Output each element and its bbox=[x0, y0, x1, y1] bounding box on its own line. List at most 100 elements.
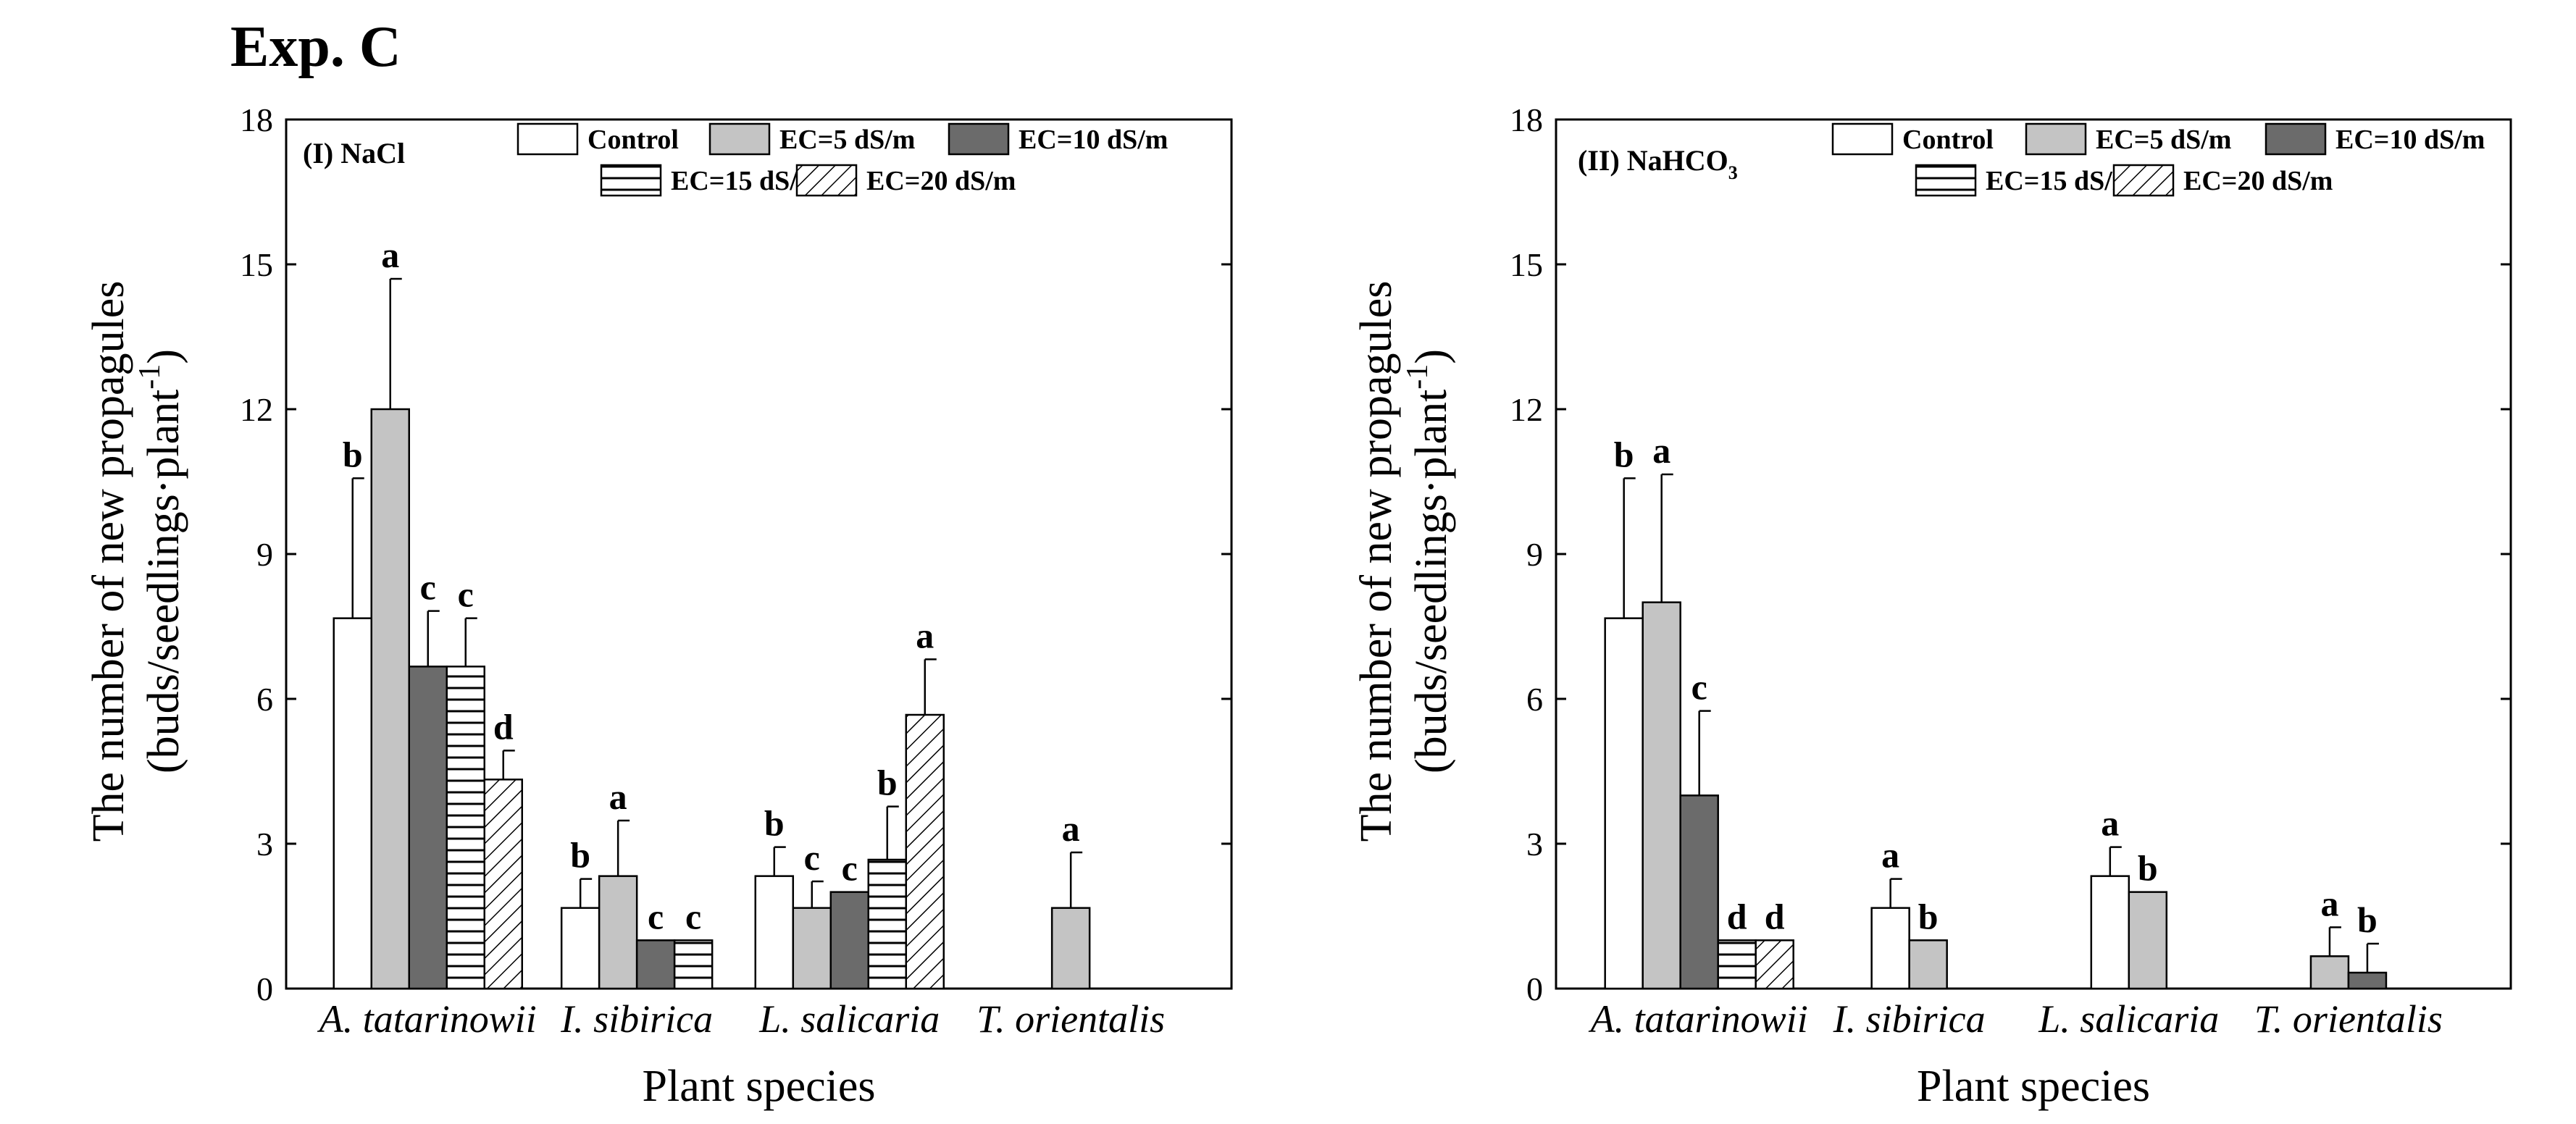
y-axis-label: The number of new propagules (buds/seedli… bbox=[1352, 281, 1456, 842]
significance-letter: b bbox=[2357, 899, 2378, 940]
legend-swatch bbox=[600, 164, 662, 197]
significance-letter: c bbox=[458, 574, 474, 615]
bar bbox=[2347, 971, 2388, 990]
bar bbox=[1755, 939, 1794, 990]
panel-label-main: (II) NaHCO bbox=[1578, 144, 1728, 177]
significance-letter: a bbox=[609, 776, 627, 817]
significance-letter: c bbox=[420, 567, 436, 608]
significance-letter: a bbox=[1652, 430, 1670, 471]
x-tick-label: A. tatarinowii bbox=[317, 997, 537, 1041]
bar bbox=[560, 907, 601, 990]
y-tick-label: 18 bbox=[1510, 101, 1543, 138]
significance-letter: a bbox=[2101, 803, 2119, 844]
significance-letter: b bbox=[2138, 848, 2158, 889]
y-axis-label-line2: (buds/seedlings·plant-1) bbox=[133, 349, 188, 773]
bar bbox=[867, 858, 908, 990]
legend-swatch bbox=[1915, 164, 1977, 197]
y-axis-label-superscript: -1 bbox=[133, 364, 167, 390]
significance-letter: b bbox=[570, 835, 590, 876]
y-axis-label-line1: The number of new propagules bbox=[84, 281, 133, 842]
significance-letter: c bbox=[1691, 667, 1707, 708]
y-axis-label-unit: (buds/seedlings·plant bbox=[139, 390, 188, 773]
x-tick-label: L. salicaria bbox=[2038, 997, 2219, 1041]
significance-letter: a bbox=[381, 235, 399, 275]
legend-swatch bbox=[708, 122, 771, 156]
significance-letter: a bbox=[1881, 835, 1899, 876]
bar bbox=[905, 713, 945, 990]
significance-letter: a bbox=[2320, 883, 2338, 923]
bar bbox=[635, 939, 676, 990]
legend-label: EC=15 dS/m bbox=[1986, 166, 2135, 196]
significance-letter: b bbox=[1918, 896, 1939, 936]
y-tick-label: 18 bbox=[240, 101, 273, 138]
y-axis-label-superscript: -1 bbox=[1401, 364, 1434, 390]
legend-swatch bbox=[517, 122, 579, 156]
bar bbox=[370, 408, 410, 990]
y-tick-label: 9 bbox=[256, 536, 273, 573]
legend-label: Control bbox=[587, 125, 679, 155]
y-axis-label-line1: The number of new propagules bbox=[1352, 281, 1401, 842]
y-axis-label-close: ) bbox=[139, 349, 188, 364]
x-axis-label: Plant species bbox=[643, 1062, 876, 1111]
bar bbox=[598, 875, 638, 990]
legend-swatch bbox=[795, 164, 858, 197]
bar bbox=[483, 779, 523, 990]
significance-letter: d bbox=[1727, 896, 1747, 936]
significance-letter: b bbox=[343, 434, 363, 474]
bar bbox=[408, 666, 448, 990]
significance-letter: d bbox=[493, 706, 514, 747]
x-tick-label: I. sibirica bbox=[1833, 997, 1986, 1041]
bar bbox=[1679, 794, 1719, 990]
y-tick-label: 15 bbox=[240, 246, 273, 283]
legend-label: EC=10 dS/m bbox=[1019, 125, 1168, 155]
significance-letter: c bbox=[685, 896, 701, 936]
legend-swatch bbox=[948, 122, 1010, 156]
legend-swatch bbox=[2112, 164, 2175, 197]
y-axis-label: The number of new propagules (buds/seedli… bbox=[84, 281, 188, 842]
significance-letter: d bbox=[1765, 896, 1785, 936]
bar bbox=[2128, 891, 2168, 990]
legend-label: EC=5 dS/m bbox=[779, 125, 915, 155]
y-axis-label-close: ) bbox=[1407, 349, 1456, 364]
bar bbox=[792, 907, 832, 990]
bar bbox=[333, 617, 372, 990]
y-tick-label: 3 bbox=[1526, 826, 1543, 863]
y-tick-label: 12 bbox=[1510, 391, 1543, 428]
bar bbox=[2309, 955, 2350, 990]
bar bbox=[2090, 875, 2130, 990]
bar bbox=[1717, 939, 1757, 990]
y-tick-label: 15 bbox=[1510, 246, 1543, 283]
legend-label: Control bbox=[1902, 125, 1994, 155]
figure-label: Exp. C bbox=[230, 15, 401, 79]
panel-label-subscript: 3 bbox=[1728, 162, 1738, 183]
significance-letter: b bbox=[877, 763, 898, 803]
y-tick-label: 6 bbox=[1526, 681, 1543, 718]
y-tick-label: 3 bbox=[256, 826, 273, 863]
x-axis-label: Plant species bbox=[1917, 1062, 2150, 1111]
legend-label: EC=20 dS/m bbox=[866, 166, 1016, 196]
legend-label: EC=15 dS/m bbox=[671, 166, 820, 196]
x-tick-label: A. tatarinowii bbox=[1589, 997, 1808, 1041]
panel-nacl: 0 3 6 9 12 15 18 The number of new propagules (b… bbox=[84, 101, 1233, 1111]
significance-letter: c bbox=[648, 896, 664, 936]
legend-label: EC=10 dS/m bbox=[2335, 125, 2485, 155]
x-tick-label: L. salicaria bbox=[758, 997, 940, 1041]
bar bbox=[446, 666, 485, 990]
bar bbox=[1870, 907, 1910, 990]
y-tick-label: 12 bbox=[240, 391, 273, 428]
bar bbox=[1642, 601, 1681, 990]
bar bbox=[1604, 617, 1644, 990]
legend-swatch bbox=[1831, 122, 1894, 156]
panel-nahco3: 0 3 6 9 12 15 18 The number of new propagules (b… bbox=[1352, 101, 2512, 1111]
panel-label: (I) NaCl bbox=[303, 137, 405, 169]
y-axis-label-unit: (buds/seedlings·plant bbox=[1407, 390, 1456, 773]
y-tick-label: 6 bbox=[256, 681, 273, 718]
significance-letter: c bbox=[842, 848, 858, 889]
significance-letter: a bbox=[1062, 808, 1080, 849]
panel-label-main: (I) NaCl bbox=[303, 137, 405, 169]
legend-label: EC=20 dS/m bbox=[2183, 166, 2333, 196]
x-tick-label: I. sibirica bbox=[560, 997, 713, 1041]
bar bbox=[673, 939, 714, 990]
significance-letter: a bbox=[916, 615, 934, 655]
